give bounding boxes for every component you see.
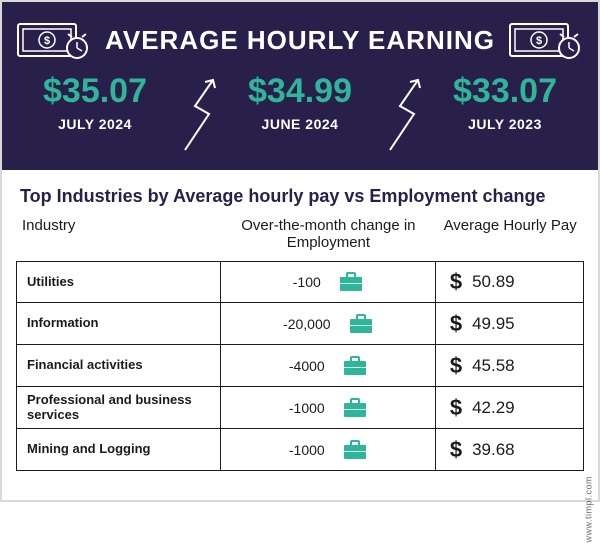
svg-text:$: $ [44,35,50,47]
dollar-bill-clock-icon: $ [509,20,583,60]
cell-pay: $45.58 [436,345,583,386]
dollar-sign-icon: $ [450,353,462,379]
cell-change: -4000 [221,345,436,386]
cell-industry: Information [17,303,221,344]
col-header-change: Over-the-month change in Employment [220,217,436,251]
cell-pay: $39.68 [436,429,583,470]
change-value: -100 [293,274,321,290]
svg-text:$: $ [536,35,542,47]
table-row: Utilities -100 $50.89 [16,261,584,303]
change-value: -20,000 [283,316,330,332]
change-value: -1000 [289,400,325,416]
table-row: Financial activities -4000 $45.58 [16,345,584,387]
dollar-sign-icon: $ [450,269,462,295]
pay-value: 42.29 [472,398,515,418]
cell-industry: Utilities [17,262,221,302]
stat-period: JULY 2024 [20,116,170,132]
cell-change: -1000 [221,387,436,428]
stat-value: $35.07 [20,74,170,108]
stat-value: $33.07 [430,74,580,108]
dollar-bill-clock-icon: $ [17,20,91,60]
stat-period: JULY 2023 [430,116,580,132]
table-header-row: Industry Over-the-month change in Employ… [16,217,584,261]
cell-pay: $42.29 [436,387,583,428]
cell-pay: $50.89 [436,262,583,302]
stat-block: $35.07 JULY 2024 [20,74,170,132]
hero-title-row: $ AVERAGE HOURLY EARNING $ [14,12,586,68]
dollar-sign-icon: $ [450,437,462,463]
zigzag-arrow-icon [380,78,426,152]
dollar-sign-icon: $ [450,311,462,337]
dollar-sign-icon: $ [450,395,462,421]
cell-change: -100 [221,262,436,302]
industries-table: Industry Over-the-month change in Employ… [16,217,584,471]
briefcase-icon [339,272,363,292]
stat-block: $34.99 JUNE 2024 [225,74,375,132]
hero: $ AVERAGE HOURLY EARNING $ [2,2,598,170]
briefcase-icon [343,356,367,376]
hero-stats: $35.07 JULY 2024 $34.99 JUNE 2024 $33.07… [14,74,586,152]
table-row: Information -20,000 $49.95 [16,303,584,345]
briefcase-icon [343,440,367,460]
pay-value: 50.89 [472,272,515,292]
zigzag-arrow-icon [175,78,221,152]
briefcase-icon [343,398,367,418]
cell-industry: Financial activities [17,345,221,386]
table-row: Mining and Logging -1000 $39.68 [16,429,584,471]
cell-industry: Mining and Logging [17,429,221,470]
hero-title: AVERAGE HOURLY EARNING [105,25,495,56]
stat-value: $34.99 [225,74,375,108]
section-title: Top Industries by Average hourly pay vs … [2,170,598,217]
briefcase-icon [349,314,373,334]
pay-value: 39.68 [472,440,515,460]
change-value: -4000 [289,358,325,374]
cell-pay: $49.95 [436,303,583,344]
col-header-industry: Industry [16,217,220,251]
col-header-pay: Average Hourly Pay [436,217,584,251]
infographic-card: $ AVERAGE HOURLY EARNING $ [0,0,600,502]
change-value: -1000 [289,442,325,458]
cell-change: -20,000 [221,303,436,344]
stat-period: JUNE 2024 [225,116,375,132]
table-row: Professional and business services -1000 $… [16,387,584,429]
cell-industry: Professional and business services [17,387,221,428]
stat-block: $33.07 JULY 2023 [430,74,580,132]
cell-change: -1000 [221,429,436,470]
pay-value: 49.95 [472,314,515,334]
pay-value: 45.58 [472,356,515,376]
source-url: www.timpl.com [584,476,594,543]
